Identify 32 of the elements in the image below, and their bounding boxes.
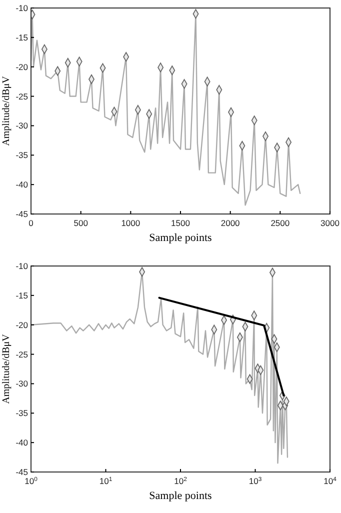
x-tick-label: 2000 <box>220 218 240 228</box>
x-tick-label: 10$^{4}$ <box>324 476 338 486</box>
x-tick-label: 1500 <box>171 218 190 228</box>
x-tick-label: 10$^{3}$ <box>248 476 262 486</box>
y-tick-label: -40 <box>16 438 28 448</box>
x-tick-label: 500 <box>74 218 88 228</box>
x-tick-label: 2500 <box>270 218 290 228</box>
y-axis-title: Amplitude/dBμV <box>1 75 12 146</box>
y-axis-title: Amplitude/dBμV <box>1 333 12 404</box>
y-tick-label: -25 <box>16 349 28 360</box>
y-tick-label: -15 <box>16 32 28 42</box>
y-tick-label: -10 <box>16 3 28 13</box>
y-tick-label: -40 <box>16 180 28 190</box>
x-tick-label: 3000 <box>320 218 340 228</box>
x-tick-label: 10$^{1}$ <box>99 476 113 486</box>
y-tick-label: -45 <box>16 209 28 219</box>
x-tick-label: 10$^{0}$ <box>24 476 38 486</box>
x-tick-label: 1000 <box>121 218 140 228</box>
y-tick-label: -25 <box>16 91 28 102</box>
y-tick-label: -30 <box>16 378 28 389</box>
x-axis-title: Sample points <box>149 232 212 244</box>
y-tick-label: -35 <box>16 150 28 160</box>
x-axis-title: Sample points <box>149 490 212 502</box>
x-tick-label: 0 <box>28 218 34 228</box>
y-tick-label: -20 <box>16 62 28 72</box>
y-tick-label: -15 <box>16 290 28 300</box>
y-tick-label: -45 <box>16 467 28 477</box>
y-tick-label: -10 <box>16 261 28 271</box>
y-tick-label: -30 <box>16 120 28 131</box>
x-tick-label: 10$^{2}$ <box>174 476 187 486</box>
y-tick-label: -35 <box>16 408 28 418</box>
y-tick-label: -20 <box>16 320 28 330</box>
